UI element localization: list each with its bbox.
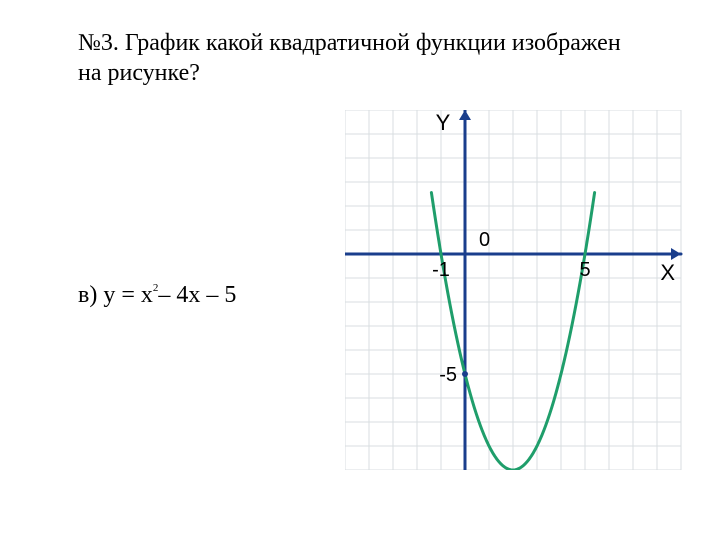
svg-text:-5: -5 <box>439 364 457 386</box>
answer-exponent: 2 <box>153 282 159 294</box>
answer-suffix: – 4x – 5 <box>158 282 236 308</box>
chart-svg: X Y 0 -1 5 -5 <box>345 110 685 470</box>
svg-text:X: X <box>660 260 675 285</box>
parabola-chart: X Y 0 -1 5 -5 <box>345 110 685 470</box>
page: №3. График какой квадратичной функции из… <box>0 0 720 540</box>
svg-text:-1: -1 <box>432 259 450 281</box>
svg-text:0: 0 <box>479 229 490 251</box>
answer-prefix: в) y = x <box>78 282 153 308</box>
svg-text:Y: Y <box>436 110 451 135</box>
question-text: №3. График какой квадратичной функции из… <box>78 28 638 88</box>
svg-text:5: 5 <box>579 259 590 281</box>
answer-option: в) y = x2– 4x – 5 <box>78 282 236 309</box>
